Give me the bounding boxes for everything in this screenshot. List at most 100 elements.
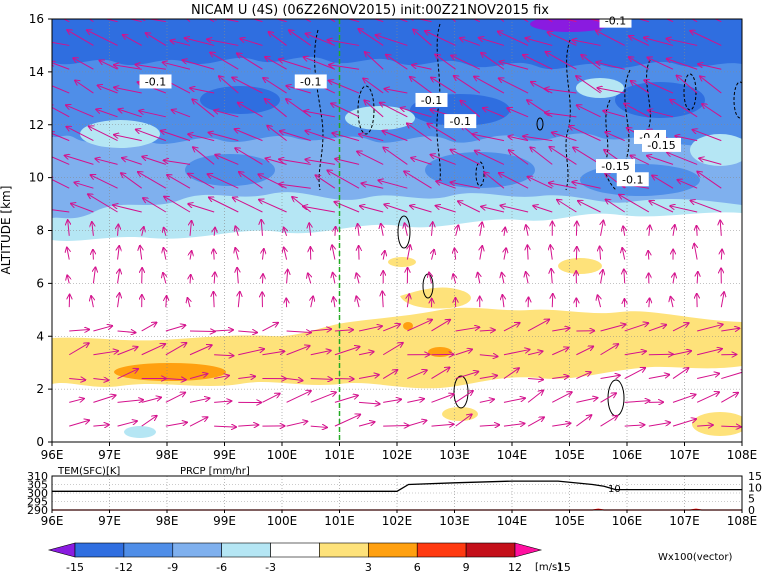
wind-vector bbox=[358, 352, 374, 355]
wind-vector bbox=[425, 31, 456, 46]
colorbar-box bbox=[416, 542, 467, 558]
wind-vector bbox=[527, 351, 542, 354]
wind-vector bbox=[649, 298, 650, 308]
tem-current-value: 10 bbox=[608, 484, 621, 495]
wind-vector bbox=[360, 206, 384, 213]
wind-vector bbox=[454, 76, 481, 94]
wind-vector bbox=[69, 329, 89, 331]
colorbar-box bbox=[319, 542, 369, 558]
wind-vector bbox=[478, 273, 480, 284]
wind-vector bbox=[404, 171, 432, 189]
wind-vector bbox=[304, 111, 335, 118]
wind-vector bbox=[474, 77, 505, 94]
wind-vector bbox=[241, 19, 263, 23]
wind-vector bbox=[431, 424, 454, 426]
wind-vector bbox=[118, 246, 120, 260]
wind-vector bbox=[93, 395, 115, 403]
wind-vector bbox=[401, 108, 432, 118]
wind-vector bbox=[673, 273, 675, 284]
wind-vector bbox=[388, 19, 408, 23]
wind-vector bbox=[702, 104, 722, 118]
wind-vector bbox=[265, 57, 287, 70]
wind-vector bbox=[451, 182, 480, 189]
wind-vector bbox=[303, 206, 335, 213]
wind-vector bbox=[407, 294, 409, 308]
patch-pos-light bbox=[442, 407, 478, 421]
wind-vector bbox=[284, 228, 287, 236]
patch-neg-pale bbox=[345, 106, 415, 130]
wind-vector bbox=[533, 206, 553, 213]
wind-vector bbox=[334, 330, 353, 331]
wind-vector bbox=[141, 397, 161, 403]
wind-vector bbox=[73, 58, 94, 70]
wind-vector bbox=[383, 399, 401, 402]
colorbar-tick-label: 9 bbox=[463, 561, 470, 574]
wind-vector bbox=[122, 158, 142, 165]
colorbar-box bbox=[368, 542, 418, 558]
colorbar-box bbox=[123, 542, 174, 558]
wind-vector bbox=[552, 294, 553, 308]
wind-vector bbox=[503, 323, 520, 332]
wind-vector bbox=[190, 251, 192, 260]
wind-vector bbox=[166, 296, 167, 308]
wind-vector bbox=[672, 323, 689, 332]
wind-vector bbox=[690, 31, 722, 46]
wind-vector bbox=[237, 53, 263, 70]
wind-vector bbox=[118, 109, 142, 118]
wind-vector bbox=[384, 204, 408, 213]
wind-vector bbox=[472, 19, 481, 23]
wind-vector bbox=[429, 273, 431, 284]
wind-vector bbox=[672, 368, 688, 379]
wind-vector bbox=[188, 204, 215, 213]
wind-vector bbox=[289, 30, 312, 46]
x-tick-label: 103E bbox=[439, 448, 470, 462]
wind-vector bbox=[334, 347, 360, 356]
wind-vector bbox=[165, 393, 185, 403]
wind-vector bbox=[136, 130, 167, 142]
patch-neg-strong bbox=[200, 86, 280, 114]
wind-vector bbox=[624, 104, 650, 118]
wind-vector bbox=[600, 416, 618, 427]
wind-vector bbox=[329, 19, 336, 23]
wind-vector bbox=[286, 379, 303, 381]
wind-vector bbox=[274, 19, 287, 23]
colorbar-tick-label: -12 bbox=[115, 561, 133, 574]
wind-vector bbox=[286, 86, 311, 94]
wind-vector bbox=[600, 344, 619, 356]
wind-vector bbox=[214, 249, 215, 260]
wind-vector bbox=[431, 320, 451, 332]
wind-vector bbox=[596, 31, 625, 46]
wind-vector bbox=[600, 375, 620, 378]
patch-neg-strong bbox=[615, 82, 705, 118]
wind-vector bbox=[193, 147, 215, 165]
wind-vector bbox=[435, 54, 456, 70]
contour-label-text: -0.1 bbox=[622, 173, 643, 186]
wind-vector bbox=[647, 156, 674, 165]
contour-label-text: -0.15 bbox=[601, 160, 629, 173]
wind-vector bbox=[164, 197, 191, 213]
wind-vector bbox=[96, 109, 118, 118]
wind-vector bbox=[405, 223, 408, 236]
wind-vector bbox=[503, 368, 519, 379]
surface-right-tick-label: 15 bbox=[748, 470, 762, 483]
contour-dashed bbox=[314, 29, 324, 191]
wind-vector bbox=[161, 131, 191, 142]
contour-label: -0.1 bbox=[415, 92, 448, 107]
wind-vector bbox=[667, 152, 698, 165]
wind-vector bbox=[141, 323, 157, 332]
wind-vector bbox=[139, 111, 166, 118]
wind-vector bbox=[189, 345, 212, 356]
wind-vector bbox=[413, 29, 432, 46]
wind-vector bbox=[431, 368, 450, 379]
wind-vector bbox=[214, 330, 233, 331]
wind-vector bbox=[619, 195, 650, 213]
wind-vector bbox=[677, 180, 698, 189]
colorbar-tick-label: 6 bbox=[414, 561, 421, 574]
wind-vector bbox=[624, 368, 645, 379]
contour-label: -0.1 bbox=[139, 74, 172, 89]
wind-vector bbox=[509, 150, 529, 165]
wind-vector bbox=[140, 246, 142, 260]
wind-vector bbox=[364, 19, 384, 23]
wind-vector bbox=[135, 65, 166, 70]
wind-vector bbox=[93, 19, 118, 23]
